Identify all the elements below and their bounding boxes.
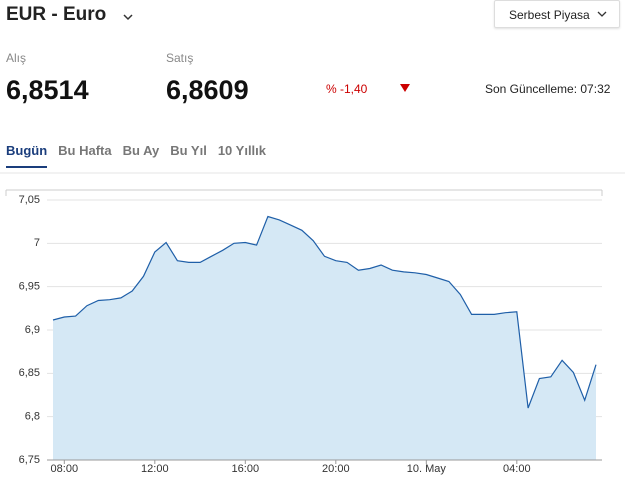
x-tick-label: 20:00 — [322, 463, 350, 475]
y-tick-label: 7 — [34, 237, 40, 249]
y-tick-label: 6,9 — [25, 324, 40, 336]
dropdown-chevron — [597, 11, 607, 17]
x-tick-label: 04:00 — [503, 463, 531, 475]
y-tick-label: 6,8 — [25, 411, 40, 423]
tab[interactable]: Bu Hafta — [58, 143, 112, 158]
down-arrow — [400, 84, 410, 92]
sell-label: Satış — [166, 51, 194, 65]
change: % -1,40 — [326, 82, 368, 96]
last-update: Son Güncelleme: 07:32 — [485, 82, 611, 96]
x-tick-label: 10. May — [407, 463, 447, 475]
y-tick-label: 6,85 — [19, 367, 40, 379]
buy-value: 6,8514 — [6, 75, 89, 105]
y-tick-label: 6,95 — [19, 281, 40, 293]
tab[interactable]: Bugün — [6, 143, 48, 168]
y-tick-label: 7,05 — [19, 194, 40, 206]
currency-title[interactable]: EUR - Euro — [6, 4, 107, 25]
market-dropdown[interactable]: Serbest Piyasa — [494, 0, 620, 28]
tab[interactable]: Bu Yıl — [170, 143, 207, 158]
x-tick-label: 16:00 — [232, 463, 260, 475]
sell-value: 6,8609 — [166, 75, 249, 105]
tab[interactable]: 10 Yıllık — [217, 143, 267, 158]
price-line — [52, 215, 597, 409]
title-chevron[interactable] — [122, 12, 134, 22]
tab-bar: Bugün Bu Hafta Bu Ay Bu Yıl 10 Yıllık — [0, 143, 625, 173]
x-tick-label: 12:00 — [141, 463, 169, 475]
buy-label: Alış — [6, 51, 27, 65]
area-fill — [53, 216, 596, 460]
x-tick-label: 08:00 — [51, 463, 79, 475]
y-tick-label: 6,75 — [19, 454, 40, 466]
market-label: Serbest Piyasa — [509, 8, 590, 22]
tab[interactable]: Bu Ay — [122, 143, 160, 158]
